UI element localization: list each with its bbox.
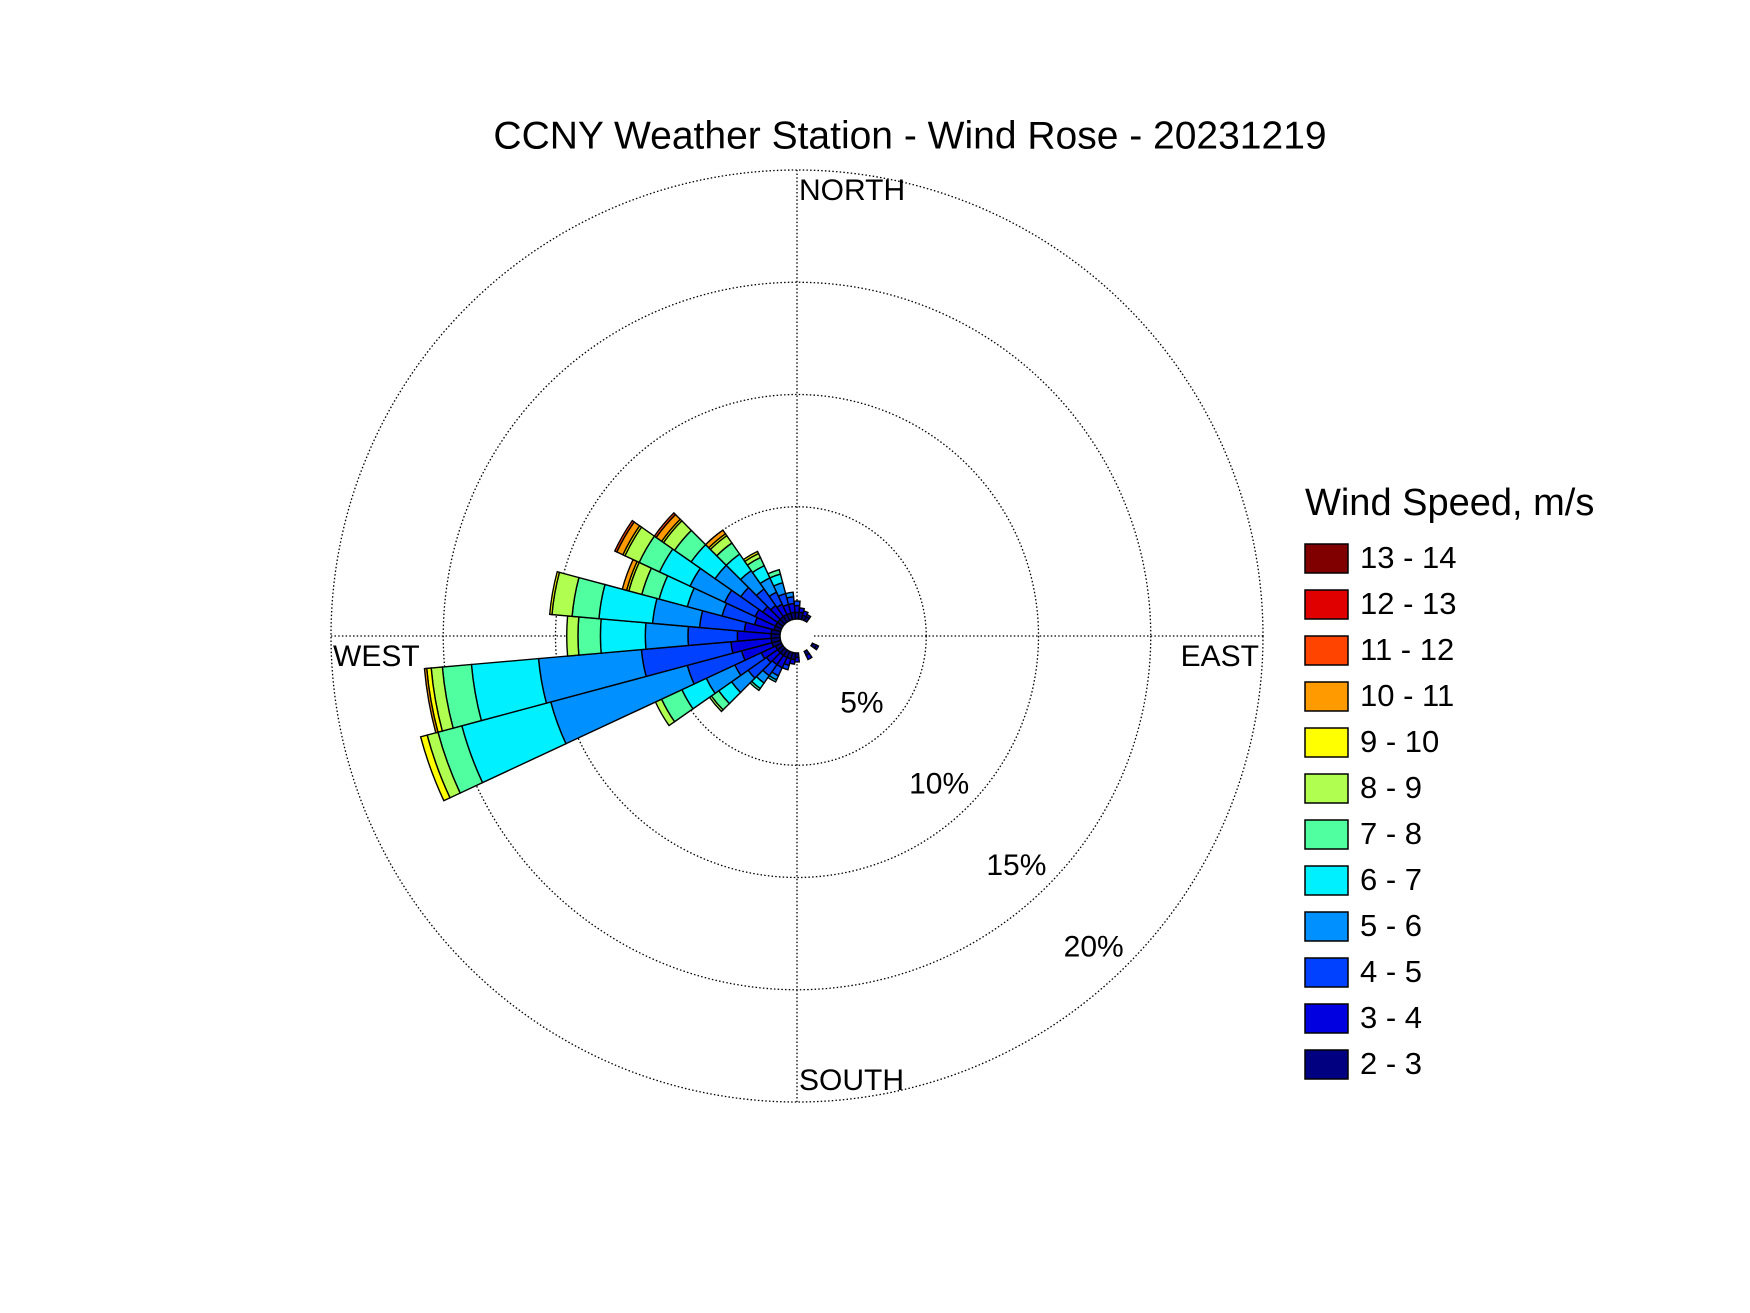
wedge — [599, 618, 647, 654]
direction-label: WEST — [333, 640, 420, 673]
legend-swatch — [1304, 589, 1349, 620]
legend-swatch — [1304, 819, 1349, 850]
legend-swatch — [1304, 681, 1349, 712]
wedge — [566, 615, 568, 657]
legend-label: 2 - 3 — [1360, 1046, 1422, 1081]
wedge — [577, 616, 602, 656]
wedge — [767, 568, 782, 579]
wedge — [653, 511, 677, 539]
legend-swatch — [1304, 1003, 1349, 1034]
legend-label: 8 - 9 — [1360, 770, 1422, 805]
direction-label: EAST — [1181, 640, 1259, 673]
wedge — [704, 529, 727, 549]
wedge — [784, 591, 795, 599]
legend-label: 6 - 7 — [1360, 862, 1422, 897]
wedge — [566, 615, 580, 657]
r-tick-label: 15% — [986, 849, 1046, 882]
legend-label: 9 - 10 — [1360, 724, 1439, 759]
wedge — [548, 570, 561, 616]
legend-label: 7 - 8 — [1360, 816, 1422, 851]
wedge — [742, 550, 760, 563]
wedge — [423, 667, 439, 734]
legend-label: 13 - 14 — [1360, 540, 1457, 575]
wedge — [644, 622, 690, 650]
r-tick-label: 10% — [909, 768, 969, 801]
legend-swatch — [1304, 911, 1349, 942]
wedge — [419, 734, 451, 802]
legend-swatch — [1304, 957, 1349, 988]
wedge — [805, 652, 813, 661]
legend-label: 5 - 6 — [1360, 908, 1422, 943]
grid — [330, 169, 1264, 1103]
legend-swatch — [1304, 1049, 1349, 1080]
legend-label: 12 - 13 — [1360, 586, 1457, 621]
center-hole — [782, 621, 812, 651]
grid-ring — [554, 393, 1040, 879]
wedge — [613, 519, 636, 553]
legend-label: 3 - 4 — [1360, 1000, 1422, 1035]
legend-swatch — [1304, 727, 1349, 758]
legend-label: 10 - 11 — [1360, 678, 1454, 713]
chart-title: CCNY Weather Station - Wind Rose - 20231… — [493, 114, 1326, 157]
wedges — [419, 511, 820, 802]
legend-swatch — [1304, 543, 1349, 574]
wedge — [813, 644, 820, 651]
direction-label: SOUTH — [799, 1064, 904, 1097]
direction-label: NORTH — [799, 174, 905, 207]
legend-label: 4 - 5 — [1360, 954, 1422, 989]
legend-swatch — [1304, 773, 1349, 804]
r-tick-label: 20% — [1064, 931, 1124, 964]
legend-swatch — [1304, 635, 1349, 666]
legend-swatch — [1304, 865, 1349, 896]
wedge — [805, 613, 812, 620]
legend-label: 11 - 12 — [1360, 632, 1454, 667]
r-tick-label: 5% — [840, 686, 883, 719]
legend-title: Wind Speed, m/s — [1305, 482, 1594, 524]
